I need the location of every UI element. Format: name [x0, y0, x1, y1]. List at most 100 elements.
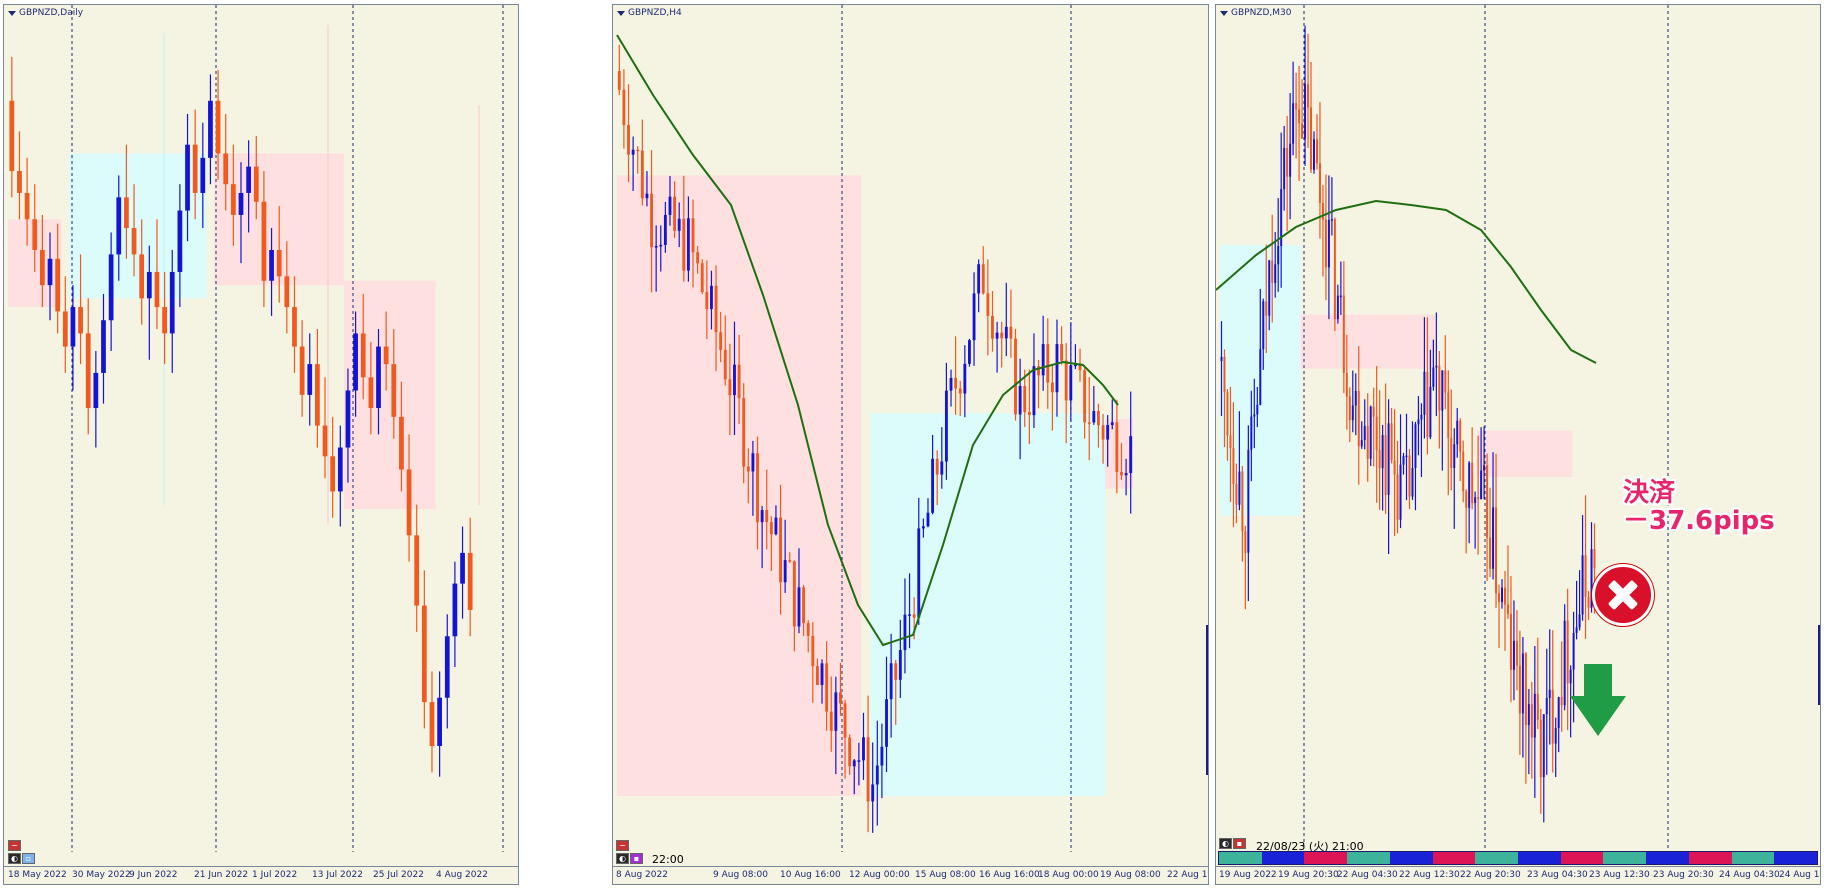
candle-body [1471, 462, 1474, 504]
candle-body [1393, 460, 1396, 475]
candle-body [368, 377, 374, 409]
candle-body [1023, 386, 1027, 413]
pane-title-m30: GBPNZD,M30 [1220, 8, 1291, 18]
close-button[interactable]: ▪ [1233, 838, 1246, 849]
chart-settings-icon[interactable]: ▫ [22, 853, 35, 864]
candle-body [200, 157, 206, 193]
time-stamp: 22:00 [652, 853, 684, 866]
candle-body [1411, 468, 1414, 497]
candle-body [238, 192, 244, 215]
candle-body [1396, 474, 1399, 520]
chart-tool-icon[interactable]: ◐ [616, 853, 629, 864]
candle-body [677, 218, 681, 231]
chart-tool-icon[interactable]: ◐ [1219, 838, 1232, 849]
candle-body [1539, 719, 1542, 778]
candle-body [376, 346, 381, 409]
dropdown-arrow-icon[interactable] [1220, 10, 1228, 16]
candle-body [792, 561, 796, 627]
candle-body [1444, 370, 1447, 393]
candle-body [62, 311, 68, 347]
candle-body [391, 364, 397, 417]
candle-body [682, 218, 686, 271]
candle-body [696, 252, 700, 264]
candle-body [728, 379, 732, 396]
dropdown-arrow-icon[interactable] [617, 10, 625, 16]
chart-pane-daily[interactable]: GBPNZD,Daily − ◐ ▫ 18 May 2022 30 May 202… [3, 4, 519, 885]
candle-body [1223, 356, 1226, 393]
chart-pane-h4[interactable]: GBPNZD,H4 − ◐ ▪ 22:00 8 Aug 2022 9 Aug 08… [612, 4, 1209, 885]
candle-body [1004, 326, 1008, 339]
chart-pane-m30[interactable]: GBPNZD,M30 ◐ ▪ 22/08/23 (火) 21:00 19 Aug… [1215, 4, 1821, 885]
candle-body [917, 528, 921, 618]
candle-body [1310, 107, 1313, 170]
candle-body [1277, 245, 1280, 265]
candle-body [903, 614, 907, 651]
candle-body [1492, 507, 1495, 569]
session-segment [1389, 852, 1433, 864]
session-segment [1219, 852, 1262, 864]
session-segment [1475, 852, 1519, 864]
candle-body [977, 264, 981, 294]
candle-body [1259, 349, 1262, 405]
candle-body [1477, 497, 1480, 500]
chart-tool-icon[interactable]: ◐ [8, 853, 21, 864]
candle-body [1495, 507, 1498, 594]
candle-body [1250, 416, 1253, 450]
candle-body [414, 535, 420, 606]
candle-body [880, 746, 884, 766]
candle-body [1432, 367, 1435, 387]
candle-body [691, 218, 695, 253]
candle-body [1324, 219, 1327, 268]
candle-body [307, 364, 313, 395]
candle-body [686, 218, 690, 271]
candle-body [1506, 604, 1509, 614]
candle-body [40, 250, 45, 286]
candle-body [1590, 549, 1593, 608]
candle-body [1375, 416, 1378, 451]
candle-body [1363, 426, 1366, 440]
candle-body [1357, 390, 1360, 447]
candle-body [1229, 435, 1232, 449]
candle-body [963, 363, 967, 394]
candle-body [1468, 462, 1471, 508]
candle-body [108, 254, 114, 321]
time-axis-label: 18 May 2022 [8, 870, 67, 880]
candle-body [1092, 411, 1096, 423]
pane-title-h4: GBPNZD,H4 [617, 8, 682, 18]
candle-body [981, 264, 985, 294]
candle-body [1060, 344, 1064, 361]
candle-body [968, 340, 971, 364]
candle-body [1247, 449, 1250, 553]
candle-body [1435, 365, 1438, 368]
candle-body [991, 315, 994, 339]
candle-body [871, 784, 875, 802]
candle-body [1593, 549, 1596, 569]
candle-body [719, 332, 723, 350]
chart-settings-icon[interactable]: ▪ [630, 853, 643, 864]
moving-average-line [616, 34, 1119, 647]
candle-body [1238, 471, 1241, 505]
candle-body [1417, 419, 1420, 425]
x-mark-icon [1592, 564, 1654, 626]
candle-body [1372, 406, 1375, 417]
time-axis-label: 21 Jun 2022 [194, 870, 249, 880]
candle-body [1032, 366, 1036, 416]
candle-body [815, 666, 819, 685]
candle-body [640, 150, 644, 199]
dropdown-arrow-icon[interactable] [8, 10, 16, 16]
candle-body [1557, 697, 1560, 728]
candle-body [1226, 392, 1229, 436]
candle-body [1569, 669, 1572, 684]
time-axis-label: 22 Aug 16:00 [1167, 870, 1208, 880]
close-button[interactable]: − [8, 840, 21, 851]
candle-body [1295, 103, 1298, 110]
candle-body [1106, 425, 1110, 440]
candle-body [1073, 364, 1077, 367]
candle-body [852, 760, 856, 767]
candle-body [1563, 620, 1566, 706]
candle-body [857, 760, 861, 762]
candle-body [1542, 714, 1545, 778]
close-button[interactable]: − [616, 840, 629, 851]
candle-body [1307, 84, 1310, 108]
candle-body [995, 332, 999, 339]
